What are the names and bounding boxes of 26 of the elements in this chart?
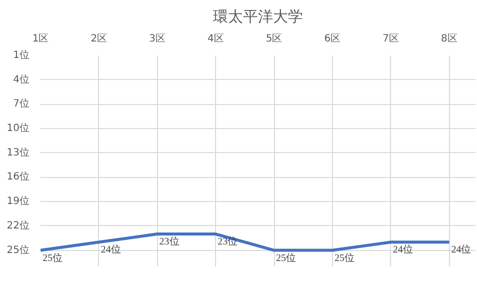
y-tick-label: 1位 <box>13 49 30 61</box>
y-tick-label: 25位 <box>6 244 30 256</box>
data-label: 25位 <box>276 252 296 264</box>
y-tick-label: 10位 <box>6 122 30 134</box>
data-label: 24位 <box>392 244 413 256</box>
data-label: 23位 <box>218 236 238 248</box>
data-label: 25位 <box>42 252 62 264</box>
x-tick-label: 5区 <box>266 34 282 44</box>
x-tick-label: 2区 <box>90 34 108 44</box>
y-tick-label: 16位 <box>6 170 30 183</box>
x-tick-label: 8区 <box>441 34 458 44</box>
x-tick-label: 6区 <box>324 34 341 44</box>
data-label: 24位 <box>451 244 472 256</box>
y-tick-label: 4位 <box>13 73 30 86</box>
x-tick-label: 7区 <box>382 34 400 44</box>
data-label: 23位 <box>159 236 180 248</box>
chart-title: 環太平洋大学 <box>213 8 303 26</box>
y-tick-label: 22位 <box>6 219 30 232</box>
y-tick-label: 7位 <box>13 98 30 110</box>
x-tick-label: 3区 <box>149 34 166 44</box>
x-tick-label: 1区 <box>32 34 49 44</box>
y-tick-label: 19位 <box>6 195 30 208</box>
x-tick-label: 4区 <box>207 34 224 44</box>
data-label: 24位 <box>100 244 121 256</box>
data-label: 25位 <box>334 252 354 264</box>
y-tick-label: 13位 <box>6 146 30 158</box>
